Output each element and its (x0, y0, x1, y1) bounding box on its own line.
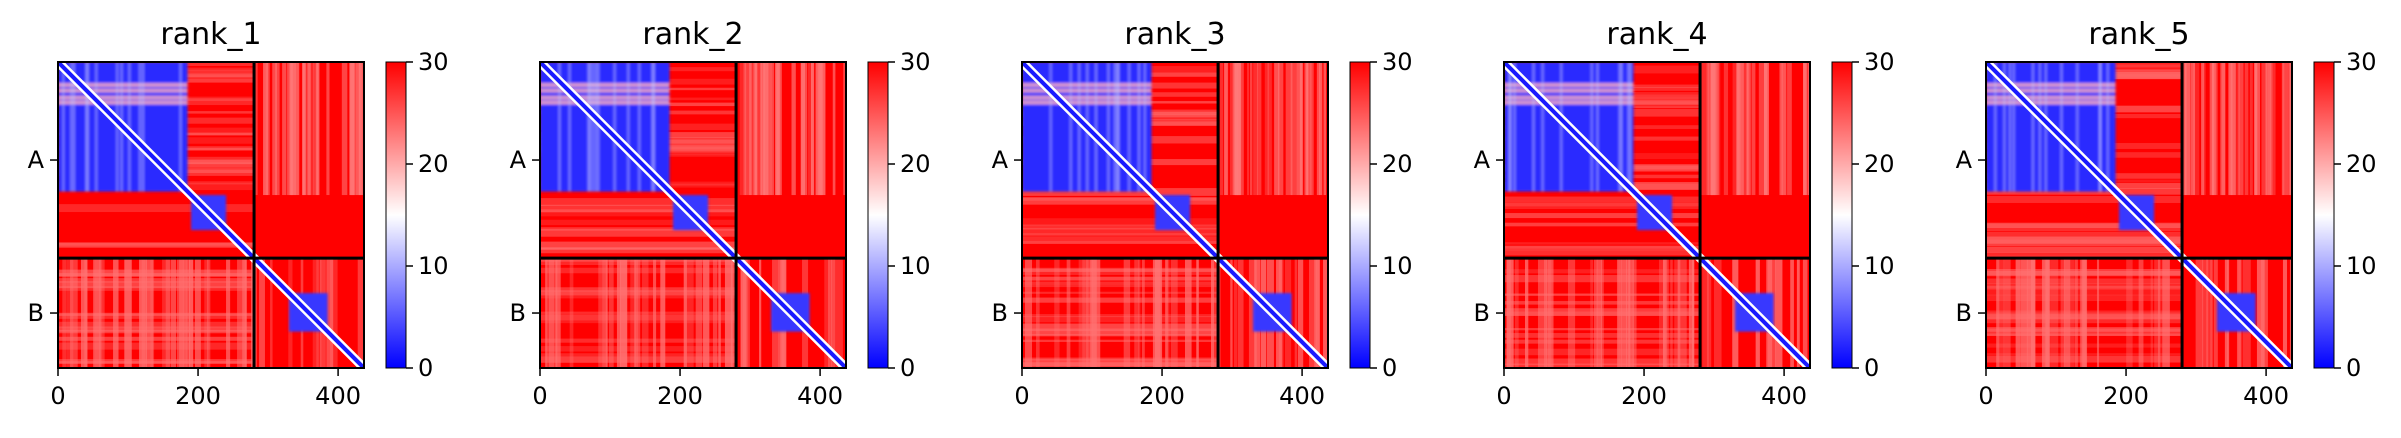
colorbar (1831, 61, 1853, 369)
x-tick-label: 0 (1014, 382, 1029, 410)
y-tick-label: A (1956, 146, 1973, 174)
colorbar-tick-label: 20 (1382, 150, 1413, 178)
colorbar-tick-label: 0 (418, 354, 433, 382)
colorbar-tick-label: 0 (900, 354, 915, 382)
colorbar-tick-label: 20 (1864, 150, 1895, 178)
colorbar (1349, 61, 1371, 369)
x-tick-label: 400 (1761, 382, 1807, 410)
plot-frame (1985, 61, 2293, 369)
diagonal (1986, 62, 2292, 368)
colorbar-tick-label: 20 (418, 150, 449, 178)
panel-title: rank_3 (1124, 17, 1225, 52)
heatmap-panel-2: rank_2 0 200 400 A B 0 10 20 30 (510, 17, 931, 410)
x-tick-label: 200 (1139, 382, 1185, 410)
x-tick-label: 0 (1496, 382, 1511, 410)
heatmap (1504, 62, 1810, 368)
plot-frame (539, 61, 847, 369)
colorbar-tick-label: 0 (2346, 354, 2361, 382)
x-tick-label: 0 (50, 382, 65, 410)
heatmap (1022, 62, 1328, 368)
y-tick-label: B (28, 299, 44, 327)
x-tick-label: 400 (1279, 382, 1325, 410)
panel-title: rank_4 (1606, 17, 1707, 52)
heatmap-panel-3: rank_3 0 200 400 A B 0 10 20 30 (992, 17, 1413, 410)
heatmap-panel-5: rank_5 0 200 400 A B 0 10 20 30 (1956, 17, 2377, 410)
y-tick-label: B (992, 299, 1008, 327)
colorbar-tick-label: 10 (900, 252, 931, 280)
heatmap-panel-1: rank_1 0 200 400 A B 0 10 20 30 (28, 17, 449, 410)
x-tick-label: 400 (2243, 382, 2289, 410)
colorbar-tick-label: 30 (900, 48, 931, 76)
x-tick-label: 400 (797, 382, 843, 410)
colorbar-tick-label: 10 (1382, 252, 1413, 280)
diagonal (58, 62, 364, 368)
x-tick-label: 400 (315, 382, 361, 410)
x-tick-label: 0 (532, 382, 547, 410)
diagonal (1504, 62, 1810, 368)
panel-title: rank_5 (2088, 17, 2189, 52)
y-tick-label: A (1474, 146, 1491, 174)
colorbar-tick-label: 30 (2346, 48, 2377, 76)
colorbar-tick-label: 30 (1864, 48, 1895, 76)
colorbar-tick-label: 10 (418, 252, 449, 280)
panel-title: rank_1 (160, 17, 261, 52)
diagonal (540, 62, 846, 368)
plot-frame (1503, 61, 1811, 369)
x-tick-label: 0 (1978, 382, 1993, 410)
x-tick-label: 200 (2103, 382, 2149, 410)
plot-frame (57, 61, 365, 369)
x-tick-label: 200 (1621, 382, 1667, 410)
y-tick-label: B (1474, 299, 1490, 327)
y-tick-label: A (992, 146, 1009, 174)
colorbar-tick-label: 10 (2346, 252, 2377, 280)
colorbar-tick-label: 10 (1864, 252, 1895, 280)
colorbar (2313, 61, 2335, 369)
diagonal (1022, 62, 1328, 368)
colorbar (867, 61, 889, 369)
y-tick-label: B (1956, 299, 1972, 327)
panel-title: rank_2 (642, 17, 743, 52)
colorbar (385, 61, 407, 369)
heatmap (58, 62, 364, 368)
x-tick-label: 200 (657, 382, 703, 410)
heatmap-panel-4: rank_4 0 200 400 A B 0 10 20 30 (1474, 17, 1895, 410)
y-tick-label: A (28, 146, 45, 174)
heatmap (1986, 62, 2292, 368)
x-tick-label: 200 (175, 382, 221, 410)
plot-frame (1021, 61, 1329, 369)
y-tick-label: A (510, 146, 527, 174)
colorbar-tick-label: 20 (2346, 150, 2377, 178)
colorbar-tick-label: 30 (1382, 48, 1413, 76)
colorbar-tick-label: 30 (418, 48, 449, 76)
heatmap (540, 62, 846, 368)
colorbar-tick-label: 0 (1864, 354, 1879, 382)
colorbar-tick-label: 20 (900, 150, 931, 178)
y-tick-label: B (510, 299, 526, 327)
colorbar-tick-label: 0 (1382, 354, 1397, 382)
